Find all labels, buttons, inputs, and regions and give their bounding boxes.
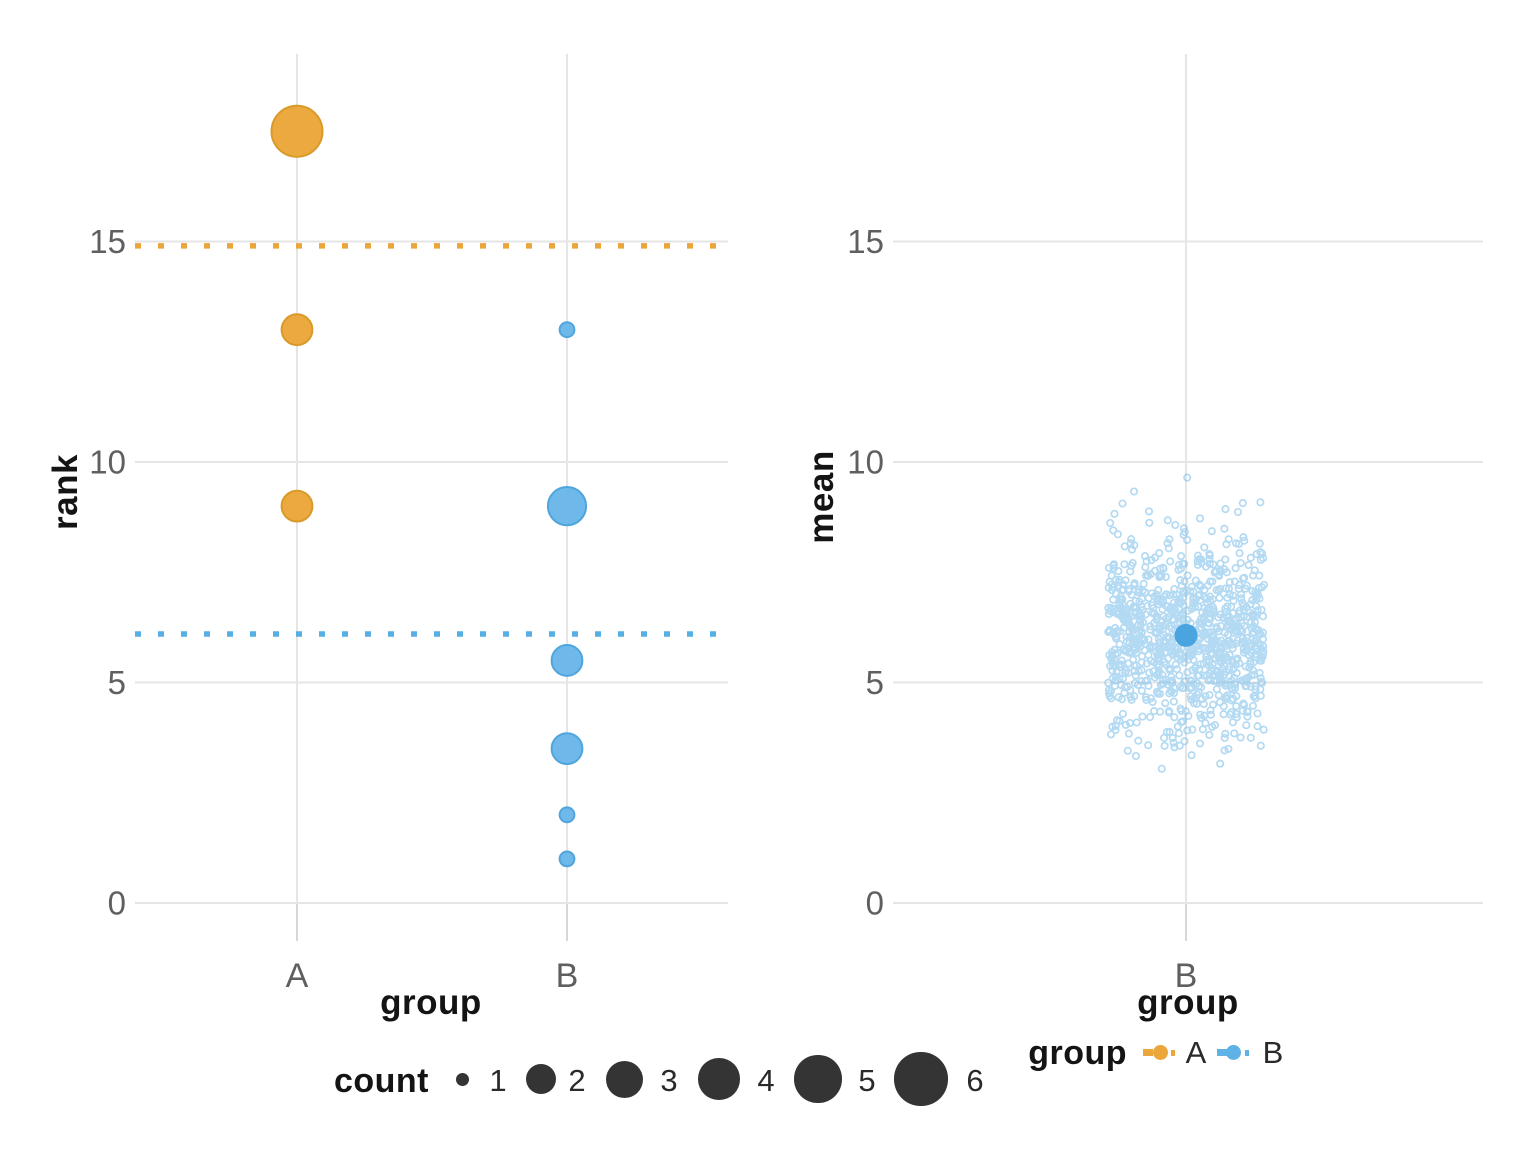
bubble-b-13 (558, 321, 576, 339)
bubble-a-13 (280, 313, 314, 347)
group-a-legend-key-point-icon (1153, 1045, 1168, 1060)
left-panel: A B 0 5 10 15 (89, 54, 728, 995)
right-group-axis-title: group (1137, 983, 1239, 1022)
count-legend-swatch-5 (794, 1055, 842, 1103)
count-legend-label-1: 1 (489, 1063, 507, 1098)
y-tick-label: 10 (89, 444, 126, 481)
jitter-cloud (1104, 473, 1269, 773)
count-legend-swatch-4 (698, 1058, 740, 1100)
left-group-axis-title: group (380, 983, 482, 1022)
bubble-b-9 (546, 486, 588, 527)
bubble-b-2 (558, 806, 576, 824)
bubble-a-17.5 (270, 104, 324, 158)
x-tick-label: A (286, 957, 309, 995)
y-tick-label: 5 (108, 664, 126, 701)
x-tick-label: B (556, 957, 579, 995)
group-b-legend-key-dash-icon (1217, 1049, 1227, 1056)
count-legend-label-4: 4 (757, 1063, 775, 1098)
mean-axis-title: mean (802, 450, 841, 544)
y-tick-label: 15 (847, 223, 884, 260)
bubble-a-9 (280, 489, 314, 523)
group-b-legend-key-point-icon (1226, 1045, 1241, 1060)
right-panel: B 0 5 10 15 (847, 54, 1483, 995)
group-b-legend-label: B (1262, 1035, 1284, 1070)
count-legend-label-3: 3 (660, 1063, 678, 1098)
y-tick-label: 15 (89, 223, 126, 260)
count-legend-swatch-2 (526, 1064, 556, 1094)
bubble-b-3.5 (550, 732, 584, 766)
y-tick-label: 0 (108, 885, 126, 922)
bubble-b-5.5 (550, 644, 584, 677)
group-b-legend-key-dash2-icon (1245, 1050, 1249, 1056)
bubble-b-1 (558, 850, 576, 868)
rank-axis-title: rank (46, 454, 85, 530)
group-b-mean-point (1174, 623, 1198, 647)
count-legend-title: count (333, 1062, 429, 1100)
count-legend-label-6: 6 (966, 1063, 984, 1098)
x-tick-label: B (1175, 957, 1198, 995)
count-legend-label-5: 5 (858, 1063, 876, 1098)
group-legend-title: group (1028, 1034, 1127, 1072)
count-legend-label-2: 2 (568, 1063, 586, 1098)
y-tick-label: 5 (866, 664, 884, 701)
group-a-legend-key-dash2-icon (1171, 1050, 1175, 1056)
count-legend-swatch-3 (605, 1060, 643, 1098)
y-tick-label: 0 (866, 885, 884, 922)
group-a-legend-key-dash-icon (1143, 1049, 1153, 1056)
count-legend-swatch-6 (894, 1052, 948, 1106)
y-tick-label: 10 (847, 444, 884, 481)
count-legend-swatch-1 (455, 1072, 469, 1086)
group-a-legend-label: A (1185, 1035, 1207, 1070)
